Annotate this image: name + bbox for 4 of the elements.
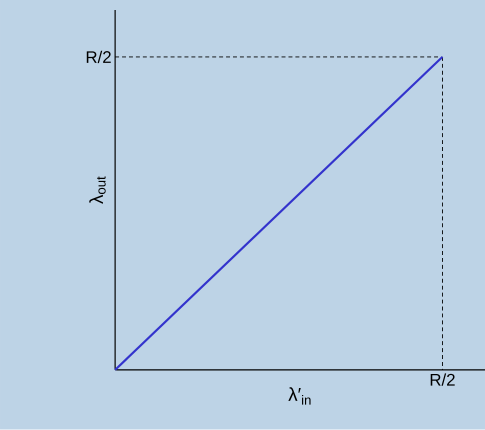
- text: R/2: [430, 374, 455, 386]
- y-axis-title: λ$_{out}$: [89, 176, 106, 204]
- annotation: R/2: [86, 50, 111, 64]
- x-axis-title: λ′$_{in}$: [288, 388, 311, 405]
